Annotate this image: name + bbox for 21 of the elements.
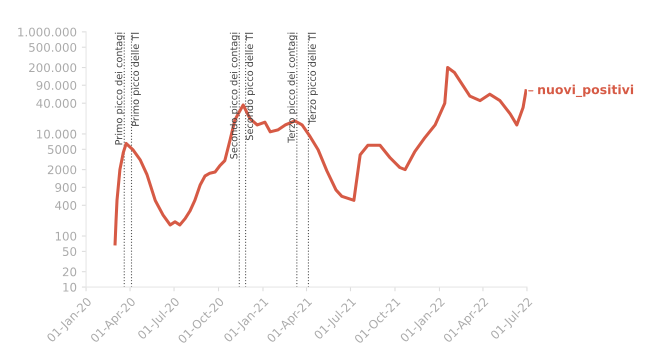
y-tick-label: 200.000 (29, 63, 76, 72)
ref-line-label: Secondo picco delle TI (246, 32, 256, 140)
ref-line-label: Secondo picco dei contagi (230, 32, 240, 159)
y-tick-label: 400 (55, 201, 76, 210)
y-tick-label: 10.000 (37, 130, 76, 139)
ref-line-label: Terzo picco delle TI (308, 32, 318, 124)
y-tick-label: 40.000 (36, 98, 76, 108)
y-tick-label: 90.000 (36, 80, 76, 90)
y-tick-label: 900 (55, 183, 76, 192)
y-tick-label: 50 (62, 247, 76, 256)
legend-label: nuovi_positivi (538, 84, 634, 98)
ref-line-label: Primo picco dei contagi (114, 32, 124, 144)
y-tick-label: 1.000.000 (18, 28, 76, 37)
y-tick-label: 5000 (48, 145, 76, 154)
ref-line-label: Primo picco delle TI (132, 32, 141, 126)
y-tick-label: 100 (56, 232, 76, 241)
y-tick-label: 2000 (48, 165, 76, 174)
y-tick-label: 20 (62, 267, 76, 276)
y-tick-label: 500.000 (29, 42, 76, 52)
ref-line-label: Terzo picco dei contagi (287, 32, 297, 143)
y-tick-label: 10 (63, 282, 76, 292)
